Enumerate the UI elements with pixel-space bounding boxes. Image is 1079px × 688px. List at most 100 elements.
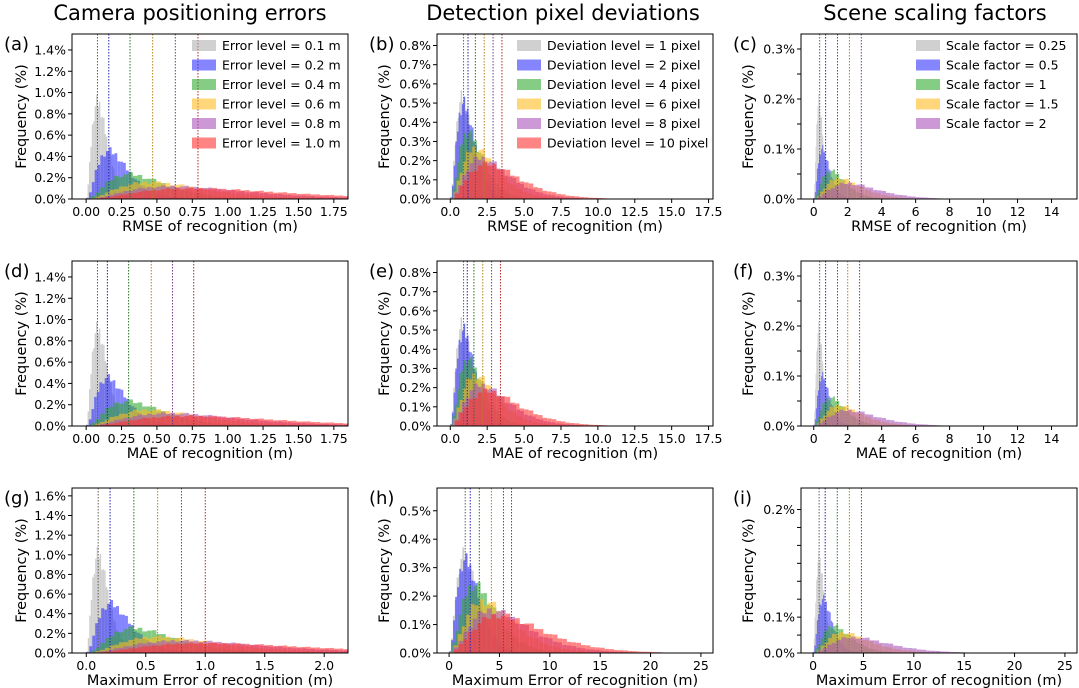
histogram-bar [841, 637, 847, 653]
histogram-bar [123, 649, 129, 653]
y-tick-label: 0.6% [34, 587, 66, 602]
histogram-bar [632, 651, 638, 653]
histogram-bar [142, 417, 147, 426]
histogram-bar [919, 424, 925, 426]
histogram-bar [473, 397, 478, 426]
histogram-bar [834, 185, 840, 199]
chart-panel: 0.0% 0.1% 0.2% 0.3% 0.4% 0.5% 0 5 10 15 20 25Maximu… [369, 487, 714, 688]
y-tick-label: 0.0% [399, 646, 431, 661]
histogram-bar [924, 424, 929, 426]
histogram-bar [146, 418, 152, 426]
histogram-bar [500, 615, 506, 653]
y-tick-label: 0.4% [34, 606, 66, 621]
histogram-bars [813, 551, 964, 653]
histogram-bar [529, 623, 534, 653]
histogram-bar [193, 643, 199, 653]
histogram-bar [333, 423, 339, 426]
histogram-bar [273, 646, 278, 653]
histogram-bar [459, 412, 465, 426]
x-axis-label: Maximum Error of recognition (m) [452, 673, 698, 688]
y-tick-label: 0.6% [399, 76, 431, 91]
histogram-bar [551, 419, 557, 426]
x-tick-label: 1.5 [255, 658, 275, 673]
histogram-bar [96, 94, 98, 199]
histogram-bar [454, 420, 460, 426]
histogram-bar [109, 406, 115, 426]
histogram-bar [455, 141, 457, 199]
y-tick-label: 0.0% [763, 192, 795, 207]
histogram-bar [818, 614, 820, 653]
histogram-bar [454, 177, 457, 199]
histogram-bar [333, 648, 339, 653]
histogram-bar [112, 380, 116, 426]
histogram-bar [114, 402, 119, 426]
histogram-bar [456, 388, 460, 426]
x-tick-label: 1.50 [285, 431, 313, 446]
legend-swatch [192, 137, 216, 149]
x-tick-label: 25 [1057, 658, 1073, 673]
histogram-bar [814, 184, 816, 199]
histogram-bar [519, 181, 525, 199]
histogram-bar [574, 423, 580, 426]
histogram-bar [890, 193, 895, 199]
histogram-bar [590, 647, 596, 653]
histogram-bar [817, 423, 823, 426]
histogram-bar [99, 382, 103, 426]
histogram-bar [87, 411, 89, 426]
histogram-bar [142, 190, 147, 199]
histogram-bar [825, 630, 829, 653]
histogram-bar [501, 396, 506, 426]
histogram-bar [864, 637, 870, 653]
chart-panel: 0.0% 0.2% 0.4% 0.6% 0.8% 1.0% 1.2% 1.4% 0.00 0.25… [4, 33, 349, 235]
histogram-bar [91, 182, 95, 199]
y-tick-label: 1.2% [34, 64, 66, 79]
histogram-bar [113, 607, 117, 653]
x-tick-label: 17.5 [695, 204, 723, 219]
histogram-bar [104, 424, 110, 426]
histogram-bar [815, 408, 817, 426]
histogram-bar [820, 418, 824, 426]
y-tick-label: 0.2% [34, 626, 66, 641]
y-tick-label: 1.2% [34, 291, 66, 306]
histogram-bar [109, 645, 115, 653]
y-tick-label: 0.8% [399, 38, 431, 53]
histogram-bar [593, 424, 598, 426]
histogram-bar [820, 605, 822, 653]
histogram-bar [585, 645, 591, 653]
histogram-bar [123, 629, 129, 653]
histogram-bar [249, 191, 255, 199]
histogram-bar [89, 646, 93, 653]
legend-entry: Error level = 0.2 m [222, 58, 341, 73]
y-tick-label: 0.1% [763, 369, 795, 384]
x-tick-label: 0 [445, 658, 453, 673]
histogram-bar [552, 634, 558, 653]
plot-frame [436, 260, 714, 427]
histogram-bar [459, 568, 462, 653]
histogram-bar [189, 415, 194, 426]
histogram-bar [818, 105, 820, 199]
x-tick-label: 0.0 [440, 431, 460, 446]
y-axis-label: Frequency (%) [14, 518, 30, 623]
histogram-bar [916, 649, 922, 653]
x-tick-label: 10.0 [584, 431, 612, 446]
histogram-bar [268, 419, 274, 426]
y-tick-label: 1.4% [34, 508, 66, 523]
histogram-bar [822, 144, 824, 199]
legend-entry: Deviation level = 10 pixel [547, 136, 708, 151]
x-tick-label: 6 [912, 204, 920, 219]
histogram-bar [133, 648, 138, 653]
histogram-bar [95, 623, 99, 653]
histogram-bar [839, 409, 844, 426]
column-title: Scene scaling factors [823, 1, 1047, 25]
histogram-bar [551, 192, 557, 199]
column-title: Camera positioning errors [53, 1, 326, 25]
histogram-bar [560, 194, 566, 199]
histogram-bar [846, 638, 851, 653]
histogram-bar [581, 645, 586, 653]
histogram-bar [109, 423, 115, 426]
histogram-bar [820, 183, 823, 199]
histogram-bar [453, 392, 456, 426]
histogram-bar [461, 143, 464, 199]
histogram-bar [100, 643, 105, 653]
x-tick-label: 10 [976, 431, 992, 446]
